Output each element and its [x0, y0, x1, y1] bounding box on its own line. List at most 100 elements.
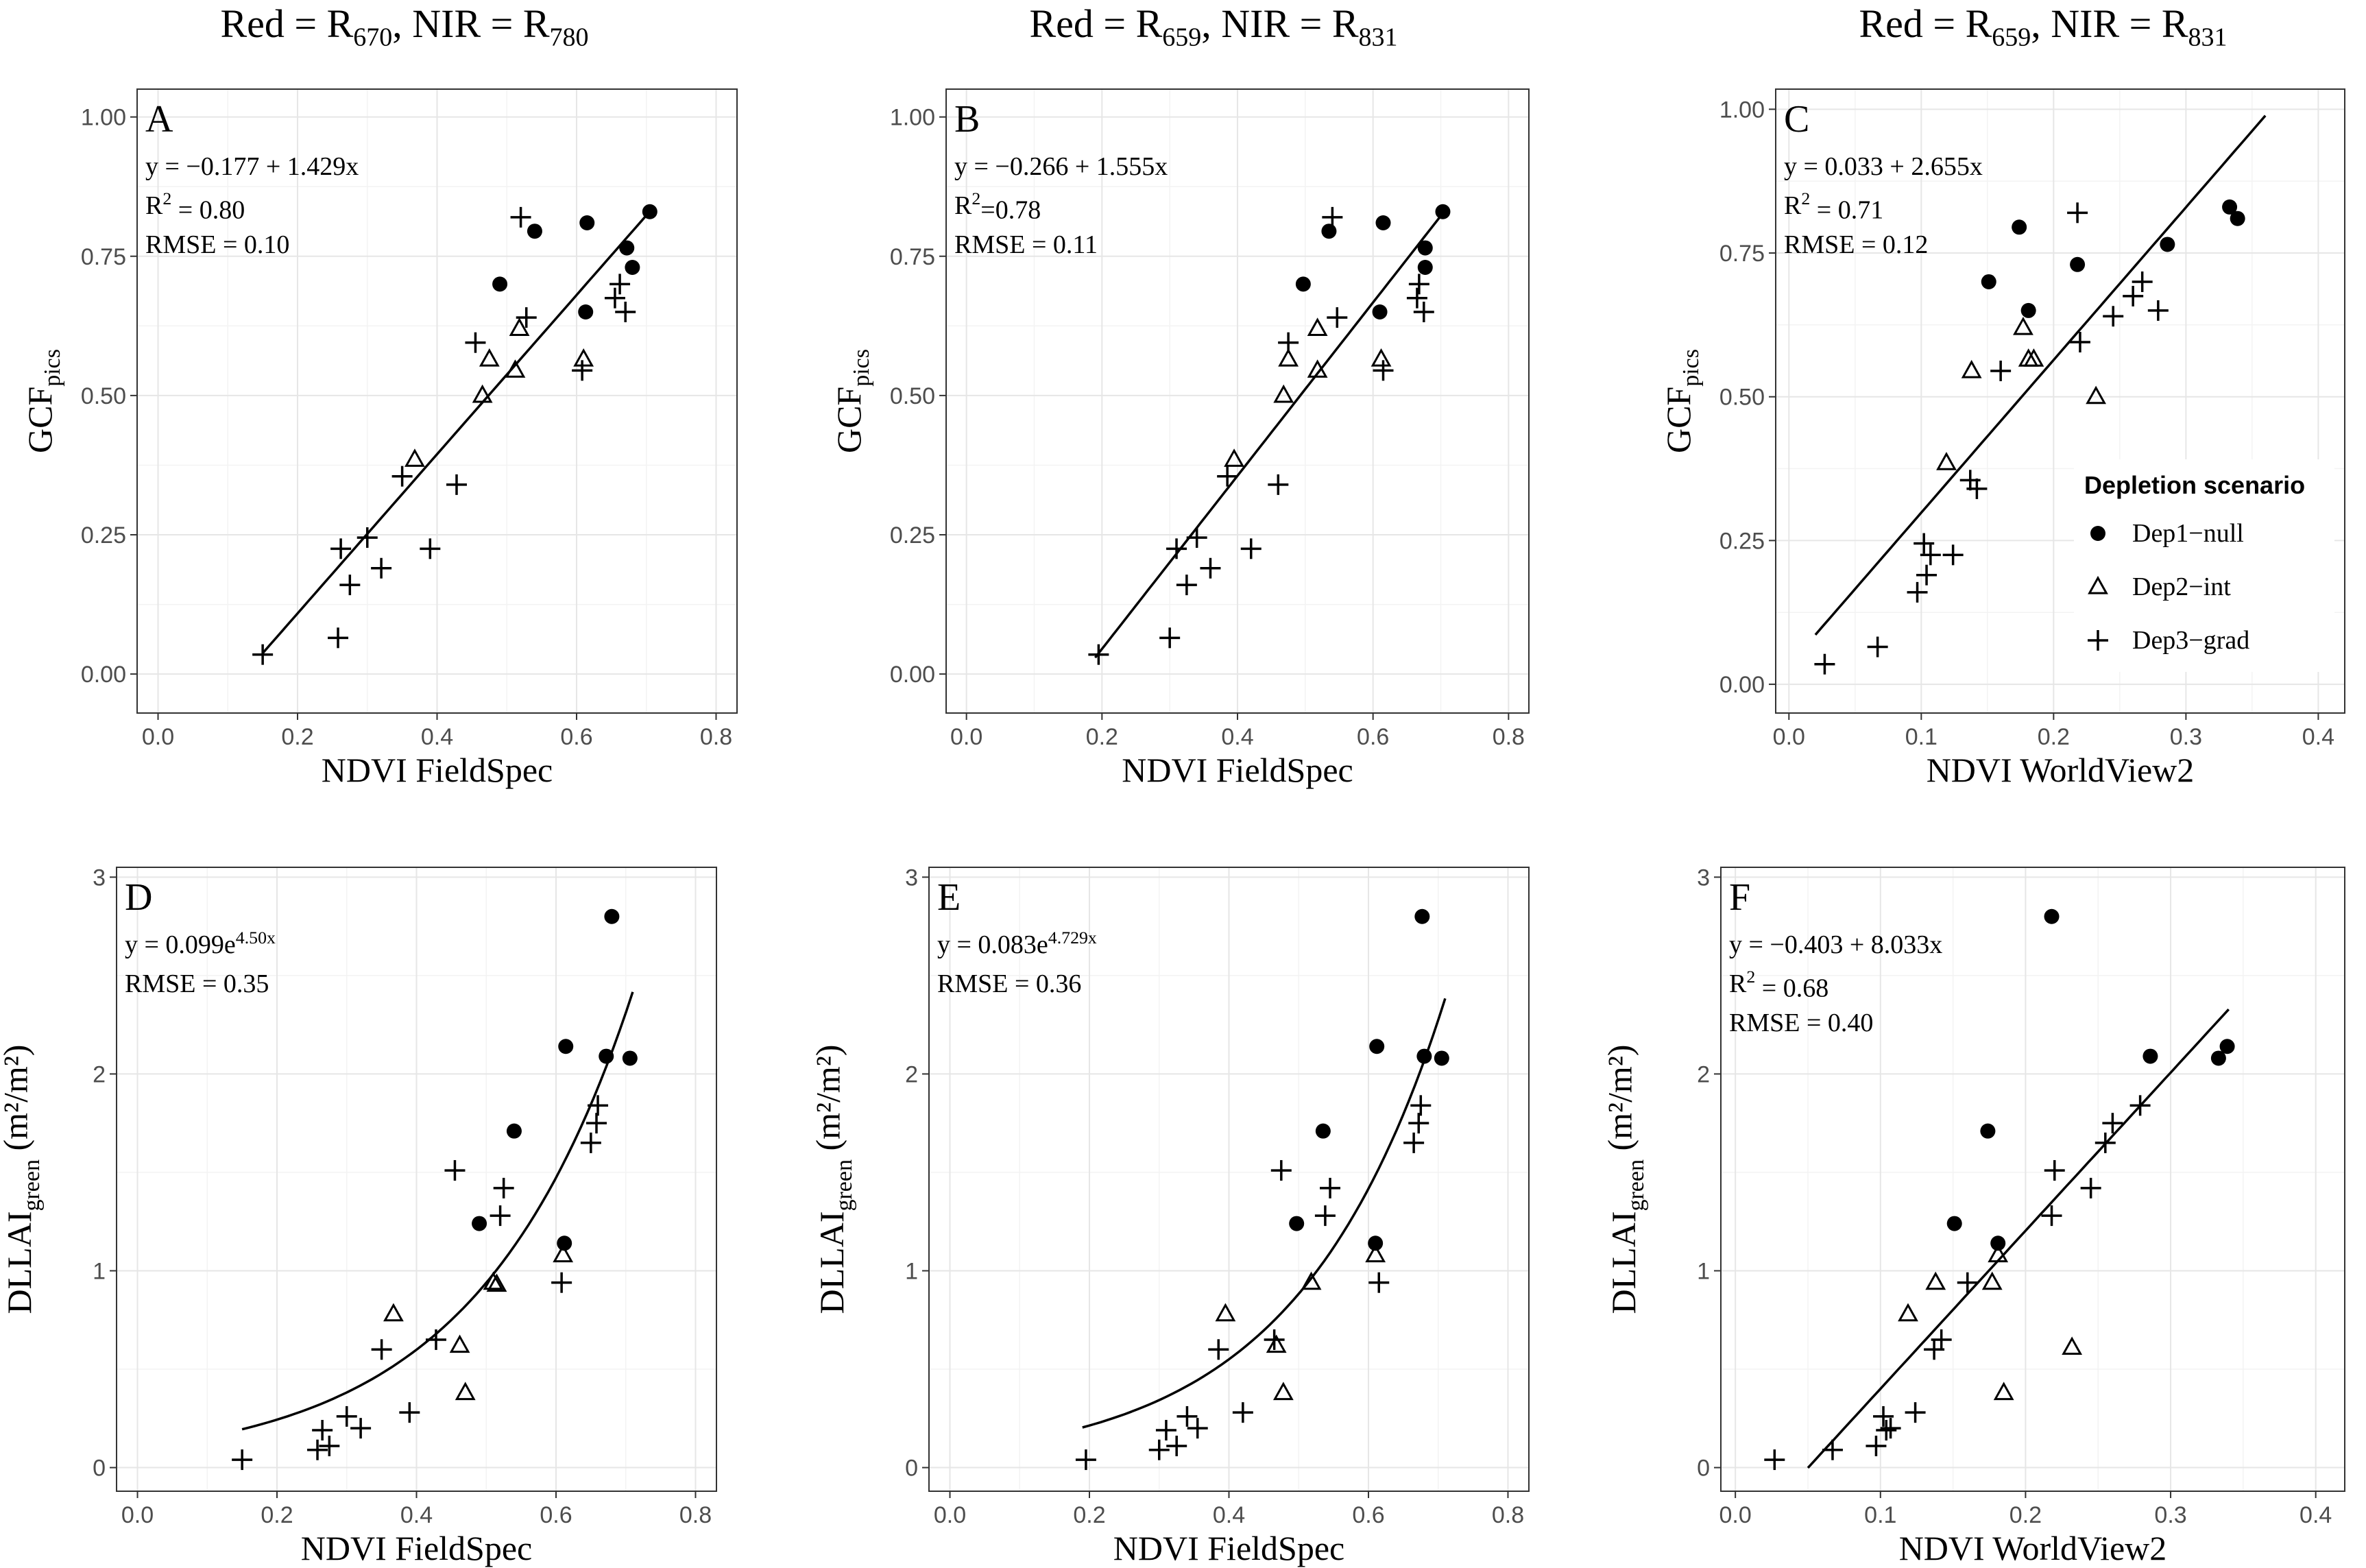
y-tick-label: 0: [1697, 1456, 1710, 1482]
column-title-red-sub: 659: [1162, 23, 1202, 52]
data-point-dep3-grad: [1159, 627, 1181, 649]
panel-letter: E: [937, 876, 961, 919]
x-tick-label: 0.1: [1905, 724, 1938, 750]
data-point-dep2-int: [1936, 452, 1957, 470]
data-point-dep2-int: [1898, 1303, 1918, 1322]
data-point-dep1-null: [1368, 1235, 1384, 1251]
data-point-dep1-null: [1375, 215, 1391, 230]
data-point-dep3-grad: [586, 1113, 607, 1134]
fit-annotation-rest: = 0.71: [1810, 196, 1883, 225]
data-point-dep3-grad: [1924, 1339, 1945, 1360]
y-axis-title-rest: (m²/m²): [808, 1045, 847, 1159]
fit-annotation: R2 = 0.68: [1729, 967, 1828, 1003]
data-point-dep1-null: [1369, 1039, 1385, 1054]
x-tick-label: 0.4: [400, 1502, 433, 1528]
data-point-dep2-int: [505, 359, 526, 378]
data-point-dep1-null: [557, 1235, 572, 1251]
data-point-dep2-int: [573, 348, 594, 367]
data-point-dep1-null: [579, 215, 595, 230]
y-tick-label: 0: [93, 1456, 106, 1482]
data-point-dep3-grad: [1764, 1449, 1785, 1471]
data-point-dep2-int: [553, 1244, 574, 1263]
y-tick-label: 0.00: [81, 662, 126, 688]
x-tick-label: 0.4: [2302, 724, 2334, 750]
data-point-dep3-grad: [1264, 1329, 1285, 1350]
fit-annotation: RMSE = 0.10: [145, 230, 289, 259]
x-tick-label: 0.4: [2299, 1502, 2332, 1528]
x-tick-label: 0.4: [421, 724, 453, 750]
legend-label: Dep1−null: [2132, 519, 2244, 548]
fit-annotation: RMSE = 0.40: [1729, 1009, 1873, 1037]
data-point-dep2-int: [1925, 1271, 1946, 1290]
data-point-dep1-null: [2210, 1050, 2226, 1066]
fit-annotation: R2=0.78: [954, 189, 1041, 225]
data-point-dep3-grad: [1322, 206, 1343, 228]
y-axis-title-base: GCF: [830, 387, 868, 453]
legend-key-plus: [2088, 630, 2108, 651]
data-point-dep3-grad: [1413, 302, 1434, 322]
panel-a: 0.0 0.2 0.4 0.6 0.8 0.00 0.25 0.50 0.75 1.00 NDVI …: [21, 88, 738, 789]
y-tick-label: 1: [905, 1258, 918, 1284]
x-tick-label: 0.0: [121, 1502, 154, 1528]
data-point-dep3-grad: [307, 1439, 328, 1460]
legend-label: Dep3−grad: [2132, 626, 2249, 655]
fit-annotation-base: R: [1729, 969, 1747, 998]
data-point-dep2-int: [2086, 385, 2107, 405]
fit-annotation: y = 0.083e4.729x: [937, 928, 1097, 959]
data-point-dep2-int: [1266, 1334, 1287, 1353]
data-point-dep3-grad: [446, 474, 467, 495]
data-point-dep3-grad: [609, 274, 631, 295]
column-title-nir: , NIR = R: [392, 1, 550, 46]
data-point-dep2-int: [1993, 1382, 2014, 1401]
data-point-dep3-grad: [1942, 544, 1964, 566]
data-point-dep2-int: [455, 1382, 476, 1401]
data-point-dep3-grad: [336, 1406, 357, 1427]
data-point-dep3-grad: [2132, 271, 2153, 292]
data-point-dep3-grad: [1186, 527, 1207, 548]
data-point-dep2-int: [1961, 359, 1982, 378]
legend-label: Dep2−int: [2132, 572, 2231, 601]
x-axis-title: NDVI WorldView2: [1927, 751, 2195, 789]
data-point-dep3-grad: [2044, 1160, 2065, 1181]
data-point-dep2-int: [486, 1273, 507, 1292]
x-tick-label: 0.2: [281, 724, 313, 750]
y-axis-title: DLLAIgreen (m²/m²): [1600, 1045, 1649, 1314]
column-title-red-sub: 670: [353, 23, 393, 52]
x-tick-label: 0.0: [1719, 1502, 1752, 1528]
fit-annotation-superscript: 4.50x: [236, 928, 276, 948]
x-tick-label: 0.1: [1864, 1502, 1896, 1528]
data-point-dep2-int: [1301, 1271, 1322, 1290]
data-point-dep3-grad: [2095, 1132, 2116, 1153]
column-title-nir: , NIR = R: [2031, 1, 2188, 46]
fit-annotation-superscript: 2: [162, 189, 171, 208]
data-point-dep3-grad: [1408, 274, 1429, 295]
x-axis-title: NDVI FieldSpec: [301, 1529, 532, 1567]
fit-annotation-superscript: 2: [1746, 967, 1755, 987]
data-point-dep3-grad: [444, 1160, 466, 1181]
data-point-dep3-grad: [1822, 1439, 1843, 1460]
data-point-dep3-grad: [371, 1339, 392, 1360]
y-axis-title: DLLAIgreen (m²/m²): [0, 1045, 45, 1314]
y-tick-label: 0.25: [81, 522, 126, 548]
data-point-dep1-null: [2230, 210, 2245, 226]
data-point-dep1-null: [1416, 1048, 1432, 1064]
x-axis-title: NDVI FieldSpec: [1122, 751, 1353, 789]
y-tick-label: 0.75: [81, 244, 126, 270]
data-point-dep2-int: [1224, 448, 1244, 467]
data-point-dep3-grad: [399, 1402, 420, 1423]
data-point-dep3-grad: [465, 332, 486, 353]
data-point-dep3-grad: [1166, 1435, 1187, 1456]
plot-border: [1720, 867, 2345, 1492]
fit-annotation-base: R: [145, 191, 163, 220]
data-point-dep2-int: [1371, 348, 1392, 367]
x-tick-label: 0.0: [934, 1502, 966, 1528]
x-tick-label: 0.8: [679, 1502, 712, 1528]
data-point-dep1-null: [642, 204, 657, 219]
data-point-dep1-null: [1414, 908, 1430, 924]
data-point-dep3-grad: [1880, 1418, 1901, 1439]
data-point-dep1-null: [1321, 224, 1337, 239]
y-tick-label: 0.00: [890, 662, 935, 688]
data-point-dep3-grad: [490, 1205, 511, 1227]
data-point-dep2-int: [449, 1334, 470, 1353]
column-title-nir: , NIR = R: [1201, 1, 1359, 46]
